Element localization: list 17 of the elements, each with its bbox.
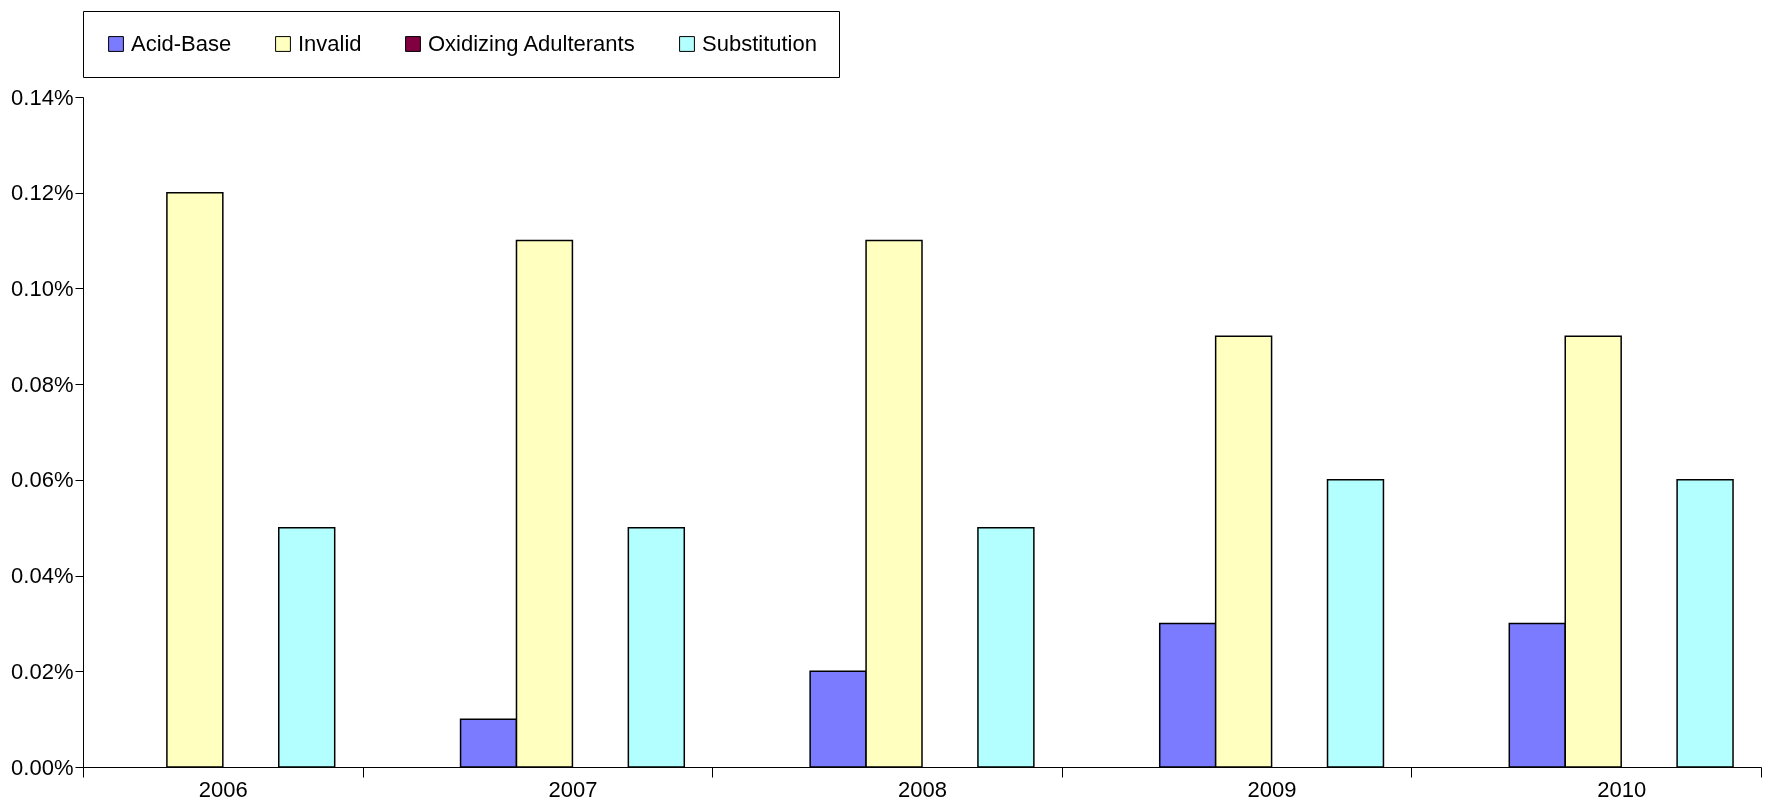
y-tick-label: 0.14% [11,84,74,110]
y-tick-label: 0.08% [11,371,74,397]
y-tick-label: 0.10% [11,275,74,301]
legend-label: Invalid [298,31,362,56]
legend-label: Substitution [702,31,817,56]
legend-label: Acid-Base [131,31,232,56]
legend-label: Oxidizing Adulterants [428,31,635,56]
y-tick-label: 0.00% [11,754,74,780]
y-tick-label: 0.02% [11,658,74,684]
x-tick-label: 2006 [198,776,248,802]
x-tick-label: 2010 [1597,776,1647,802]
x-tick-label: 2007 [548,776,598,802]
y-tick-label: 0.04% [11,563,74,589]
y-tick-label: 0.06% [11,467,74,493]
x-tick-label: 2008 [898,776,947,802]
y-tick-label: 0.12% [11,180,74,206]
x-tick-label: 2009 [1247,776,1297,802]
